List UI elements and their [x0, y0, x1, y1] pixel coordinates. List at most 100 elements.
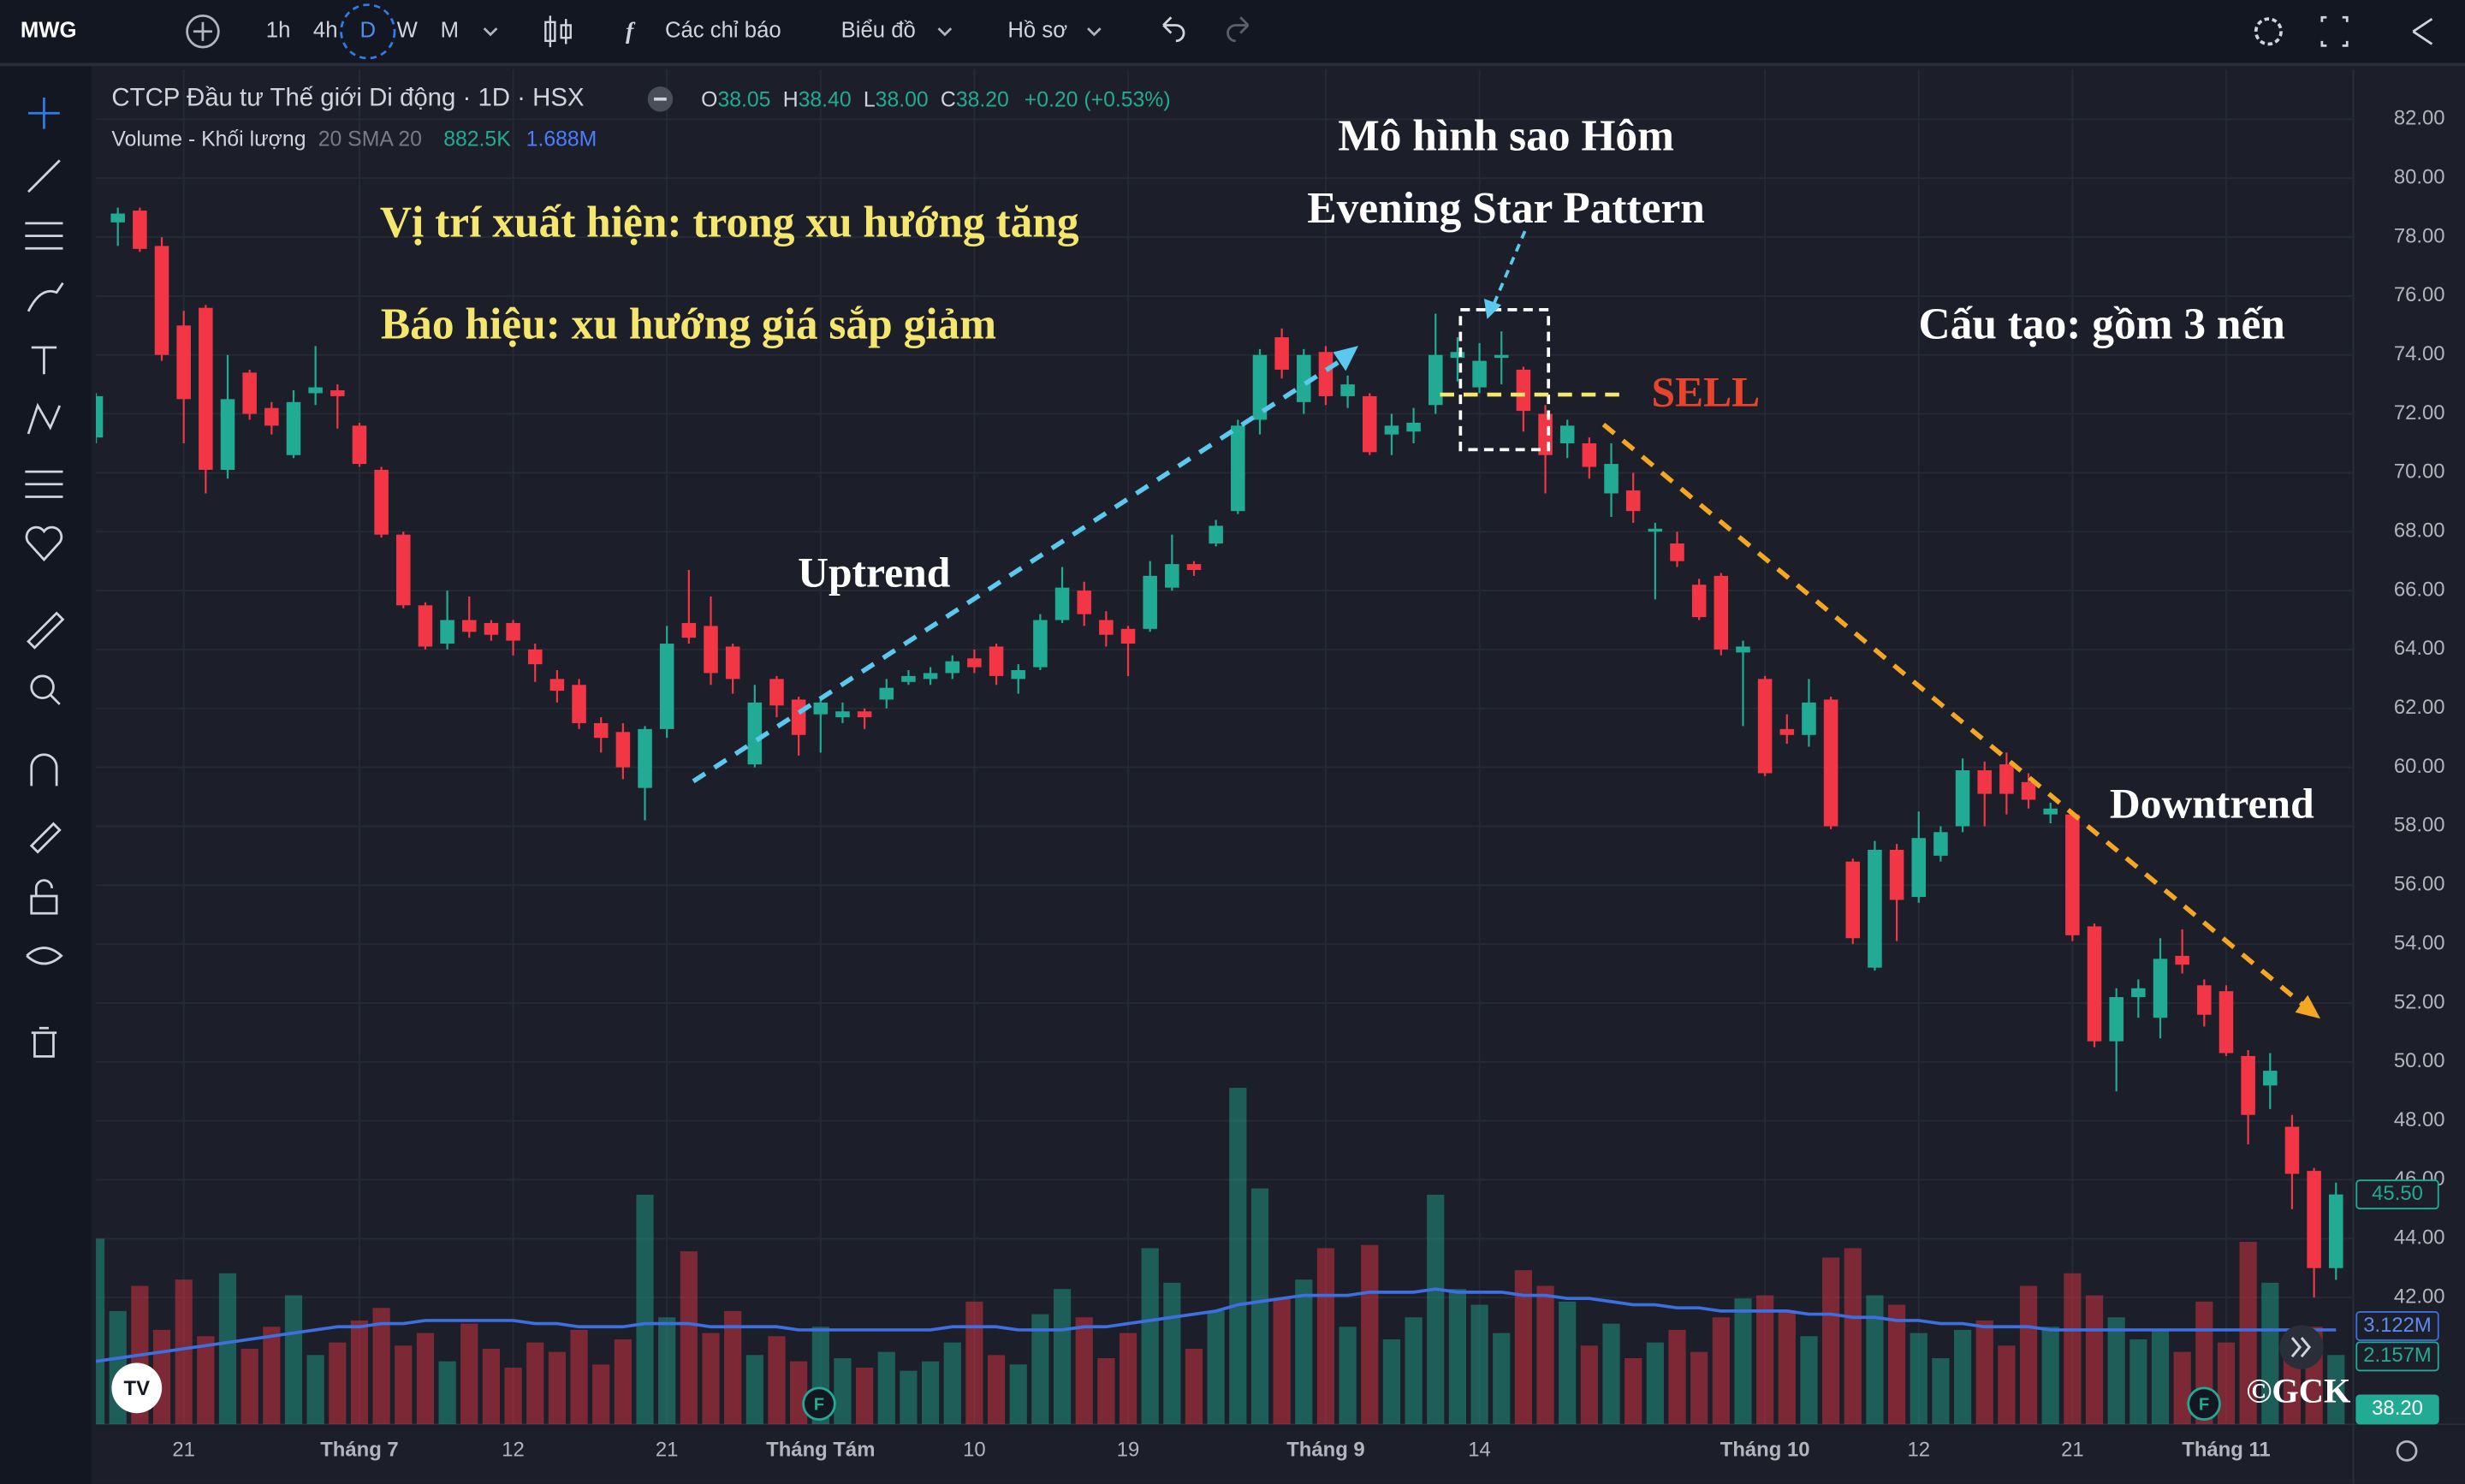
visibility[interactable]	[26, 947, 63, 965]
candle-body	[440, 620, 454, 644]
volume-bar	[1339, 1327, 1357, 1425]
candle-body	[1516, 369, 1531, 412]
magnet[interactable]	[30, 753, 58, 787]
candle-body	[1274, 337, 1289, 370]
volume-bar	[2041, 1327, 2059, 1425]
lock[interactable]	[30, 894, 58, 915]
share[interactable]	[2412, 17, 2433, 45]
favorites[interactable]	[25, 525, 63, 561]
volume-bar	[284, 1295, 303, 1425]
volume-bar	[1382, 1339, 1401, 1425]
zoom-tool[interactable]	[30, 674, 55, 699]
volume-bar	[1229, 1088, 1247, 1425]
interval[interactable]: W	[397, 19, 419, 43]
volume-bar	[1953, 1329, 1972, 1425]
candle-body	[1054, 587, 1070, 620]
fullscreen[interactable]	[2320, 15, 2349, 47]
add-icon	[193, 21, 212, 41]
line-tool[interactable]	[27, 159, 61, 193]
interval[interactable]: M	[441, 19, 459, 43]
volume-bar	[2239, 1242, 2257, 1425]
profile-menu[interactable]: Hồ sơ	[1007, 19, 1067, 43]
text-tool[interactable]	[31, 346, 57, 375]
logo[interactable]	[111, 1362, 163, 1414]
axes: 42.0044.0046.0048.0050.0052.0054.0056.00…	[172, 107, 2444, 1462]
volume-bar	[1427, 1194, 1445, 1425]
volume-legend: Volume - Khối lượng 20 SMA 20 882.5K 1.6…	[111, 128, 597, 151]
candle-body	[1340, 384, 1355, 396]
volume-bar	[2261, 1282, 2279, 1425]
candle-body	[506, 622, 520, 641]
brush-tool[interactable]	[27, 282, 64, 312]
candle-body	[330, 390, 345, 396]
annotation: Báo hiệu: xu hướng giá sắp giảm	[381, 300, 996, 349]
candle-body	[2109, 997, 2123, 1042]
y-tick-label: 70.00	[2394, 460, 2445, 484]
volume-bar	[1119, 1333, 1137, 1425]
volume-bar	[1273, 1298, 1291, 1425]
settings[interactable]	[2254, 17, 2283, 46]
volume-bar	[1295, 1279, 1313, 1425]
measure-tool[interactable]	[27, 611, 65, 650]
trash[interactable]	[31, 1026, 57, 1058]
candle-body	[484, 622, 499, 635]
candle-body	[1450, 352, 1465, 359]
pattern-tool[interactable]	[27, 402, 62, 435]
zoom-tool	[49, 693, 61, 705]
candle-body	[1231, 425, 1245, 512]
volume-bar	[1822, 1257, 1840, 1425]
candle-body	[2284, 1126, 2300, 1174]
x-tick-label: Tháng 9	[1286, 1439, 1364, 1462]
candle-body	[242, 372, 257, 414]
redo[interactable]	[1227, 16, 1250, 43]
axis-settings[interactable]	[2396, 1439, 2418, 1462]
x-tick-label: Tháng 11	[2182, 1439, 2270, 1462]
volume-bar	[2107, 1317, 2125, 1425]
candle-body	[1604, 464, 1619, 494]
chart-type-icon[interactable]	[544, 15, 572, 48]
annotation: Vị trí xuất hiện: trong xu hướng tăng	[380, 198, 1079, 246]
volume-label: 3.122M	[2363, 1314, 2432, 1337]
x-tick-label: 14	[1468, 1439, 1491, 1462]
volume-bar	[592, 1364, 610, 1425]
y-tick-label: 72.00	[2394, 401, 2445, 424]
candle-body	[133, 211, 147, 249]
interval[interactable]: 4h	[313, 19, 338, 43]
candle-body	[1186, 564, 1202, 570]
candle-body	[1736, 646, 1750, 653]
volume-bar	[306, 1355, 324, 1425]
pattern-box	[1458, 308, 1551, 452]
scroll-icon	[2290, 1337, 2312, 1358]
chart-menu[interactable]: Biểu đồ	[841, 19, 916, 43]
crosshair-tool[interactable]	[28, 97, 60, 129]
indicators[interactable]: Các chỉ báo	[665, 19, 781, 43]
forecast-tool[interactable]	[25, 470, 63, 498]
event-label: F	[2199, 1395, 2209, 1414]
candle-body	[1033, 620, 1048, 668]
volume-bar	[1075, 1317, 1093, 1425]
candle-body	[879, 687, 894, 700]
ohlc-key: H	[783, 88, 799, 111]
volume-value: 882.5K	[443, 128, 511, 151]
lock-drawing[interactable]	[29, 822, 62, 854]
candle-body	[1691, 585, 1707, 618]
volume-bar	[504, 1368, 522, 1425]
add-icon[interactable]	[186, 15, 220, 49]
x-tick-label: 12	[1907, 1439, 1930, 1462]
chevron[interactable]	[483, 27, 498, 37]
interval[interactable]: 1h	[266, 19, 291, 43]
arrow-head	[1333, 346, 1358, 371]
y-tick-label: 48.00	[2394, 1108, 2445, 1131]
y-tick-label: 42.00	[2394, 1285, 2445, 1308]
candle-body	[1625, 490, 1641, 512]
symbol[interactable]: MWG	[21, 19, 77, 43]
candle-body	[110, 213, 125, 223]
fx-icon[interactable]: f	[626, 17, 636, 44]
candle-body	[813, 702, 829, 715]
candle-body	[352, 425, 367, 465]
candle-body	[1011, 670, 1025, 680]
sidebar-tools	[25, 97, 65, 1058]
interval[interactable]: D	[360, 19, 377, 43]
fib-tool[interactable]	[25, 222, 63, 250]
undo[interactable]	[1162, 16, 1185, 43]
